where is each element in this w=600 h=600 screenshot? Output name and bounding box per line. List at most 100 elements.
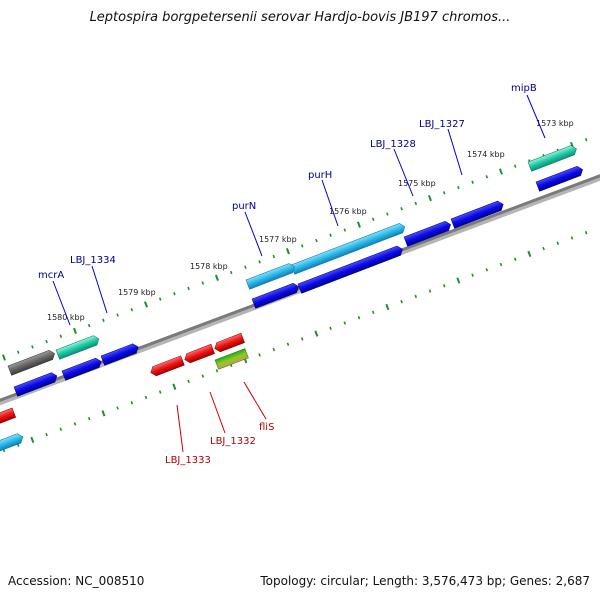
minor-tick — [130, 401, 134, 405]
inner-tick-row — [2, 230, 588, 453]
minor-tick — [300, 337, 304, 341]
gene-arrow-purH[interactable] — [290, 222, 407, 275]
kbp-label: 1580 kbp — [47, 313, 85, 322]
gene-label-purH[interactable]: purH — [308, 170, 332, 181]
minor-tick — [229, 270, 233, 275]
gene-arrow-LBJ_1334[interactable] — [55, 334, 101, 360]
gene-arrow-red-edge[interactable] — [0, 407, 17, 427]
minor-tick — [187, 379, 190, 384]
minor-tick — [272, 254, 276, 259]
minor-tick — [16, 350, 20, 354]
gene-arrow-blue-long[interactable] — [297, 245, 404, 294]
minor-tick — [315, 238, 318, 243]
gene-label-mipB[interactable]: mipB — [511, 83, 537, 94]
gene-label-mcrA[interactable]: mcrA — [38, 270, 64, 281]
gene-arrow-red[interactable] — [213, 332, 245, 353]
gene-label-fliS[interactable]: fliS — [259, 422, 274, 433]
gene-label-LBJ_1332[interactable]: LBJ_1332 — [210, 436, 256, 447]
minor-tick — [357, 316, 361, 320]
gene-arrow-blue[interactable] — [13, 371, 59, 397]
major-tick — [101, 410, 106, 417]
major-tick — [456, 277, 461, 284]
major-tick — [214, 274, 219, 281]
forward-features — [0, 144, 584, 458]
major-tick — [356, 221, 361, 228]
gene-arrow-blue[interactable] — [535, 165, 584, 192]
gene-label-LBJ_1334[interactable]: LBJ_1334 — [70, 255, 116, 266]
minor-tick — [201, 374, 205, 378]
reverse-leader-lines — [176, 381, 267, 453]
major-tick — [172, 383, 177, 390]
map-title: Leptospira borgpetersenii serovar Hardjo… — [89, 10, 511, 25]
major-tick — [314, 330, 319, 337]
minor-tick — [442, 191, 446, 195]
major-tick — [73, 327, 77, 335]
gene-arrow-mipB[interactable] — [527, 144, 578, 172]
minor-tick — [499, 262, 503, 267]
gene-label-LBJ_1328[interactable]: LBJ_1328 — [370, 139, 416, 150]
minor-tick — [272, 347, 276, 352]
gene-arrow-LBJ_1327[interactable] — [450, 200, 505, 229]
minor-tick — [428, 289, 432, 293]
minor-tick — [187, 286, 190, 291]
minor-tick — [102, 318, 105, 322]
minor-tick — [513, 257, 517, 261]
minor-tick — [513, 164, 517, 168]
kbp-label: 1579 kbp — [118, 288, 156, 297]
major-tick — [143, 301, 149, 308]
minor-tick — [414, 201, 418, 206]
minor-tick — [556, 241, 560, 245]
minor-tick — [158, 297, 162, 301]
minor-tick — [371, 310, 375, 315]
minor-tick — [116, 406, 119, 410]
kbp-label: 1573 kbp — [536, 119, 574, 128]
minor-tick — [329, 233, 332, 237]
gene-arrow-left-edge[interactable] — [0, 432, 25, 458]
gene-arrow-LBJ_1328[interactable] — [403, 220, 452, 247]
minor-tick — [386, 212, 389, 216]
kbp-label: 1574 kbp — [467, 150, 505, 159]
minor-tick — [371, 217, 375, 222]
minor-tick — [570, 236, 574, 240]
gene-label-purN[interactable]: purN — [232, 201, 256, 212]
gene-arrow-blue[interactable] — [100, 342, 140, 366]
kbp-label: 1577 kbp — [259, 235, 297, 244]
forward-leader-lines — [52, 94, 546, 326]
accession-text: Accession: NC_008510 — [8, 574, 145, 588]
gene-arrow-blue[interactable] — [61, 357, 103, 381]
minor-tick — [286, 342, 290, 346]
minor-tick — [59, 334, 63, 338]
gene-arrow-purN[interactable] — [245, 262, 296, 290]
minor-tick — [442, 284, 446, 288]
gene-arrow-LBJ_1332[interactable] — [183, 343, 215, 364]
minor-tick — [173, 292, 176, 296]
minor-tick — [471, 180, 474, 184]
gene-arrow-LBJ_1333[interactable] — [149, 355, 185, 378]
outer-tick-row — [2, 137, 588, 361]
minor-tick — [414, 294, 418, 299]
minor-tick — [45, 432, 48, 437]
gene-arrow-mcrA[interactable] — [7, 349, 56, 376]
topology-summary-text: Topology: circular; Length: 3,576,473 bp… — [260, 574, 590, 588]
minor-tick — [343, 321, 347, 325]
minor-tick — [485, 268, 489, 272]
gene-arrow-fliS[interactable] — [214, 348, 249, 370]
minor-tick — [244, 265, 247, 269]
gene-arrow-blue[interactable] — [251, 282, 300, 309]
minor-tick — [343, 228, 347, 232]
minor-tick — [158, 390, 162, 394]
minor-tick — [542, 246, 545, 251]
kbp-label: 1576 kbp — [329, 207, 367, 216]
minor-tick — [400, 207, 403, 211]
major-tick — [427, 194, 432, 202]
gene-label-LBJ_1333[interactable]: LBJ_1333 — [165, 455, 211, 466]
minor-tick — [584, 230, 588, 235]
kbp-label: 1578 kbp — [190, 262, 228, 271]
minor-tick — [59, 427, 63, 431]
gene-label-LBJ_1327[interactable]: LBJ_1327 — [419, 119, 465, 130]
major-tick — [285, 248, 290, 255]
minor-tick — [215, 369, 219, 373]
minor-tick — [45, 339, 48, 344]
reverse-features — [0, 332, 249, 427]
